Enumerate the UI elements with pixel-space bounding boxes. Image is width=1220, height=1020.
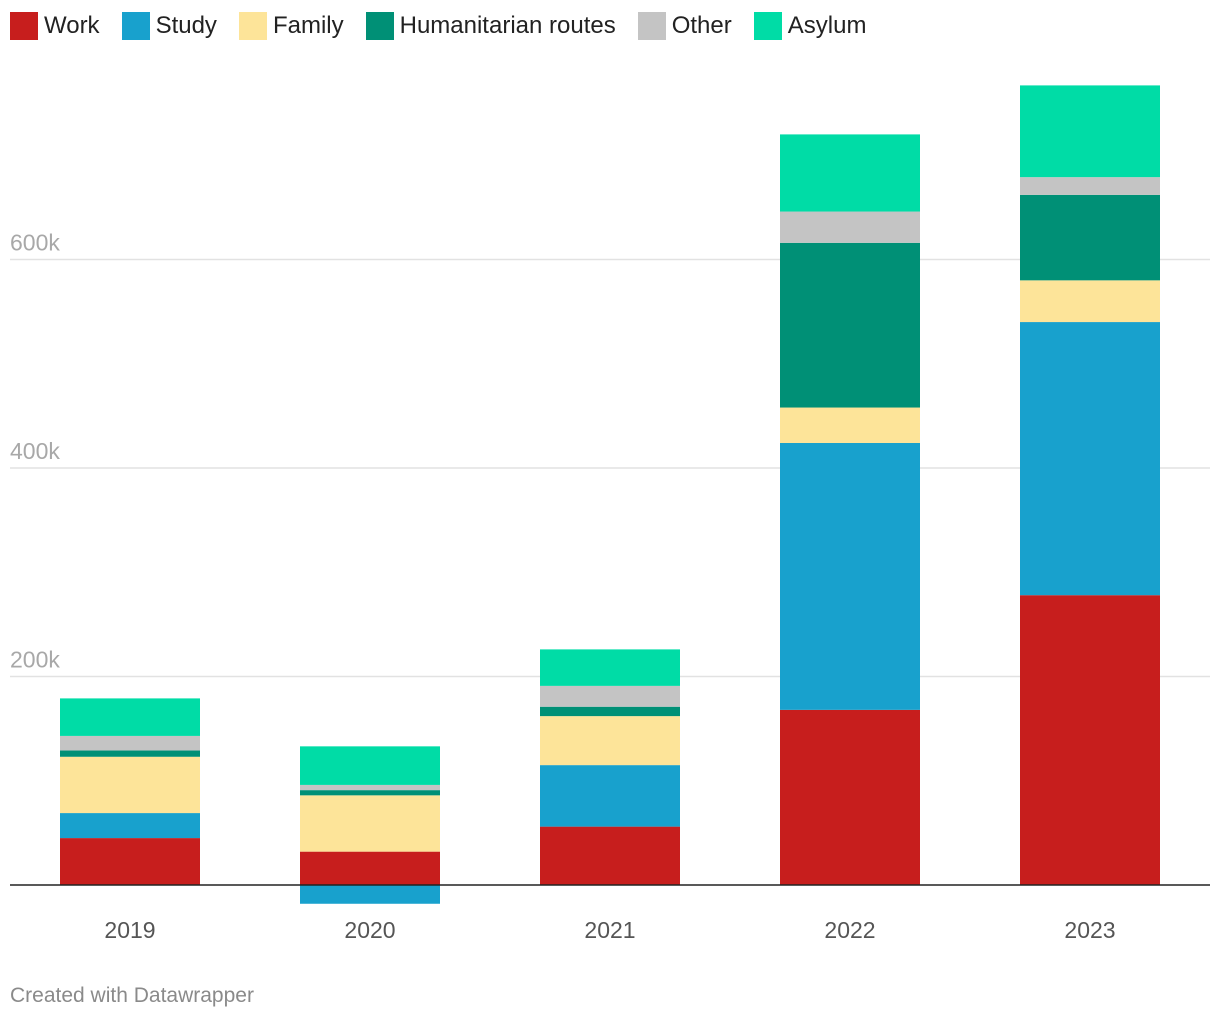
legend-item: Other — [637, 12, 732, 40]
bar-segment — [1020, 194, 1160, 281]
bar-segment — [540, 765, 680, 827]
bar-segment — [780, 242, 920, 408]
bar-segment — [1020, 595, 1160, 885]
bar-segment — [780, 407, 920, 443]
bar-segment — [300, 790, 440, 796]
bar-segment — [540, 716, 680, 766]
legend-label: Study — [155, 12, 217, 39]
stacked-bar-chart: 200k 400k 600k 2019 2020 2021 2022 2023 — [10, 85, 1210, 943]
legend-item: Asylum — [753, 12, 867, 40]
legend: Work Study Family Humanitarian routes Other A… — [10, 8, 888, 44]
bar-segment — [780, 442, 920, 710]
bar-segment — [1020, 177, 1160, 195]
bar-segment — [1020, 280, 1160, 323]
bar-segment — [540, 706, 680, 717]
legend-item: Humanitarian routes — [365, 12, 616, 40]
y-tick-label: 400k — [10, 438, 60, 464]
x-tick-label: 2019 — [104, 917, 155, 943]
legend-label: Work — [44, 12, 100, 39]
legend-swatch — [637, 12, 666, 40]
legend-label: Humanitarian routes — [399, 12, 616, 39]
y-tick-label: 200k — [10, 647, 60, 673]
legend-item: Family — [238, 12, 344, 40]
bar-segment — [1020, 322, 1160, 596]
legend-swatch — [238, 12, 267, 40]
bar-segment — [60, 698, 200, 736]
legend-label: Family — [272, 12, 344, 39]
legend-swatch — [365, 12, 394, 40]
y-tick-label: 600k — [10, 230, 60, 256]
x-tick-label: 2022 — [824, 917, 875, 943]
bar-segment — [540, 649, 680, 686]
legend-item: Work — [10, 12, 100, 40]
bar-segment — [1020, 85, 1160, 178]
bar-segment — [60, 756, 200, 814]
legend-label: Asylum — [787, 12, 867, 39]
bar-segment — [300, 885, 440, 904]
bar-segment — [300, 795, 440, 852]
bar-segment — [60, 750, 200, 757]
legend-label: Other — [671, 12, 732, 39]
bar-segment — [540, 826, 680, 885]
bar-segment — [780, 709, 920, 885]
bar-segment — [60, 813, 200, 839]
x-tick-label: 2023 — [1064, 917, 1115, 943]
x-tick-label: 2021 — [584, 917, 635, 943]
legend-swatch — [753, 12, 782, 40]
x-tick-label: 2020 — [344, 917, 395, 943]
bar-segment — [780, 211, 920, 243]
bar-segment — [60, 735, 200, 751]
legend-swatch — [10, 12, 38, 40]
credit-text: Created with Datawrapper — [10, 984, 254, 1007]
bar-segment — [60, 838, 200, 885]
bar-segment — [300, 784, 440, 791]
legend-item: Study — [121, 12, 217, 40]
bar-segment — [540, 685, 680, 707]
bar-segment — [300, 851, 440, 885]
legend-swatch — [121, 12, 150, 40]
bar-segment — [780, 134, 920, 212]
bar-segment — [300, 746, 440, 785]
